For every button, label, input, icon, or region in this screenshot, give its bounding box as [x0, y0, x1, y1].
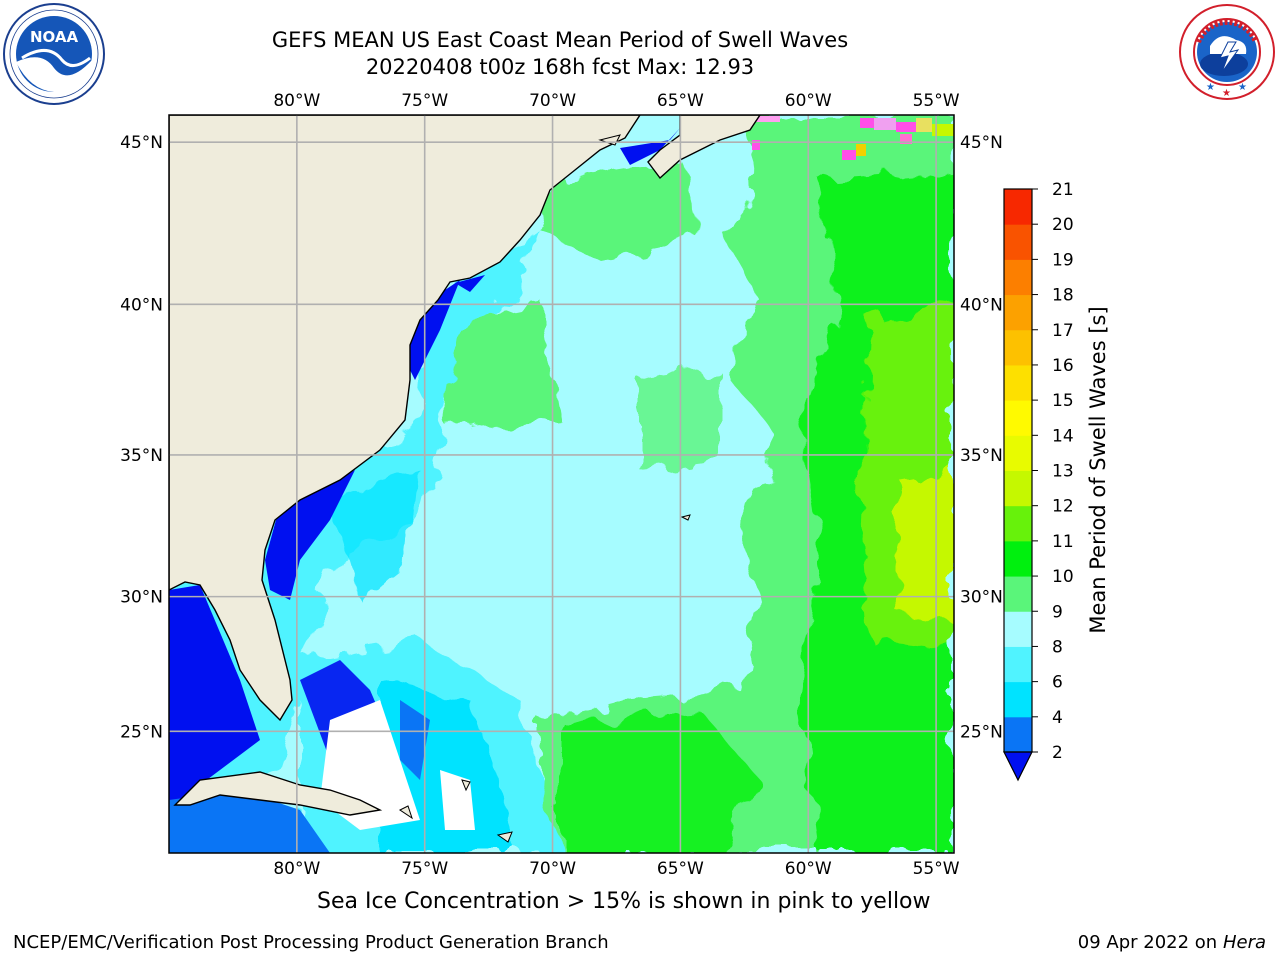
sea-ice-patch — [750, 116, 954, 160]
colorbar-tick-label: 9 — [1052, 602, 1063, 622]
map-frame — [168, 114, 955, 854]
footer-date: 09 Apr 2022 on Hera — [1078, 932, 1266, 953]
colorbar-swatch — [1004, 505, 1032, 542]
colorbar-swatch — [1004, 259, 1032, 296]
lon-label-bottom: 55°W — [913, 859, 960, 879]
colorbar-swatch — [1004, 364, 1032, 401]
noaa-logo-text: NOAA — [30, 28, 79, 46]
map-panel — [169, 115, 954, 853]
lon-label-top: 60°W — [785, 91, 832, 111]
colorbar-tick-label: 20 — [1052, 215, 1074, 235]
colorbar-swatch — [1004, 224, 1032, 260]
lat-label-left: 30°N — [120, 588, 163, 608]
graticule — [169, 115, 954, 853]
chart-title: GEFS MEAN US East Coast Mean Period of S… — [271, 28, 849, 52]
colorbar-tick-label: 2 — [1052, 743, 1063, 763]
colorbar: 2 4 6 8 9 10 11 12 13 14 15 16 17 18 19 20 21 — [1003, 180, 1074, 782]
lon-label-bottom: 70°W — [529, 859, 576, 879]
colorbar-tick-label: 14 — [1052, 426, 1074, 446]
sea-ice-note: Sea Ice Concentration > 15% is shown in … — [317, 889, 931, 914]
lat-label-right: 25°N — [960, 722, 1003, 742]
colorbar-tick-label: 13 — [1052, 462, 1074, 482]
colorbar-swatch — [1004, 540, 1032, 577]
landmass — [169, 115, 761, 816]
colorbar-tick-label: 16 — [1052, 356, 1074, 376]
colorbar-label: Mean Period of Swell Waves [s] — [1086, 306, 1110, 633]
footer-date-text: 09 Apr 2022 on — [1077, 932, 1223, 953]
colorbar-tick-label: 12 — [1052, 497, 1074, 517]
colorbar-under-arrow — [1003, 751, 1033, 782]
lat-label-left: 35°N — [120, 446, 163, 466]
lon-labels-bottom: 80°W 75°W 70°W 65°W 60°W 55°W — [273, 859, 959, 879]
noaa-logo: NOAA — [3, 3, 105, 105]
lat-label-left: 45°N — [120, 133, 163, 153]
lon-label-top: 65°W — [657, 91, 704, 111]
lat-label-right: 45°N — [960, 133, 1003, 153]
colorbar-swatch — [1004, 470, 1032, 507]
lat-label-right: 30°N — [960, 588, 1003, 608]
svg-text:★: ★ — [1206, 82, 1215, 93]
colorbar-tick-label: 4 — [1052, 708, 1063, 728]
colorbar-tick-label: 6 — [1052, 673, 1063, 693]
chart-subtitle: 20220408 t00z 168h fcst Max: 12.93 — [365, 55, 755, 79]
colorbar-tick-label: 10 — [1052, 567, 1074, 587]
footer-host: Hera — [1222, 932, 1266, 953]
lon-label-top: 55°W — [913, 91, 960, 111]
colorbar-swatch — [1004, 611, 1032, 647]
colorbar-swatch — [1004, 576, 1032, 612]
lon-label-top: 75°W — [401, 91, 448, 111]
lat-label-left: 25°N — [120, 722, 163, 742]
lon-label-bottom: 65°W — [657, 859, 704, 879]
colorbar-swatch — [1004, 716, 1032, 753]
lat-labels-left: 45°N 40°N 35°N 30°N 25°N — [120, 133, 163, 742]
svg-text:★: ★ — [1222, 88, 1231, 99]
colorbar-tick-label: 19 — [1052, 250, 1074, 270]
lon-label-top: 70°W — [529, 91, 576, 111]
colorbar-swatch — [1004, 189, 1032, 225]
svg-text:★: ★ — [1238, 82, 1247, 93]
lat-labels-right: 45°N 40°N 35°N 30°N 25°N — [960, 133, 1003, 742]
footer-credit: NCEP/EMC/Verification Post Processing Pr… — [13, 932, 609, 953]
colorbar-tick-label: 17 — [1052, 321, 1074, 341]
lat-label-left: 40°N — [120, 295, 163, 315]
colorbar-swatch — [1004, 329, 1032, 366]
colorbar-tick-label: 15 — [1052, 391, 1074, 411]
colorbar-swatch — [1004, 681, 1032, 718]
lat-label-right: 35°N — [960, 446, 1003, 466]
colorbar-tick-label: 21 — [1052, 180, 1074, 200]
lon-label-top: 80°W — [273, 91, 320, 111]
lon-label-bottom: 75°W — [401, 859, 448, 879]
lon-label-bottom: 80°W — [273, 859, 320, 879]
colorbar-swatch — [1004, 435, 1032, 471]
colorbar-tick-label: 8 — [1052, 637, 1063, 657]
colorbar-tick-label: 18 — [1052, 286, 1074, 306]
lon-labels-top: 80°W 75°W 70°W 65°W 60°W 55°W — [273, 91, 959, 111]
colorbar-swatch — [1004, 294, 1032, 331]
colorbar-tick-label: 11 — [1052, 532, 1074, 552]
lon-label-bottom: 60°W — [785, 859, 832, 879]
colorbar-swatch — [1004, 400, 1032, 436]
lat-label-right: 40°N — [960, 295, 1003, 315]
colorbar-swatch — [1004, 646, 1032, 683]
nws-logo: ★ ★ ★ — [1179, 4, 1275, 100]
